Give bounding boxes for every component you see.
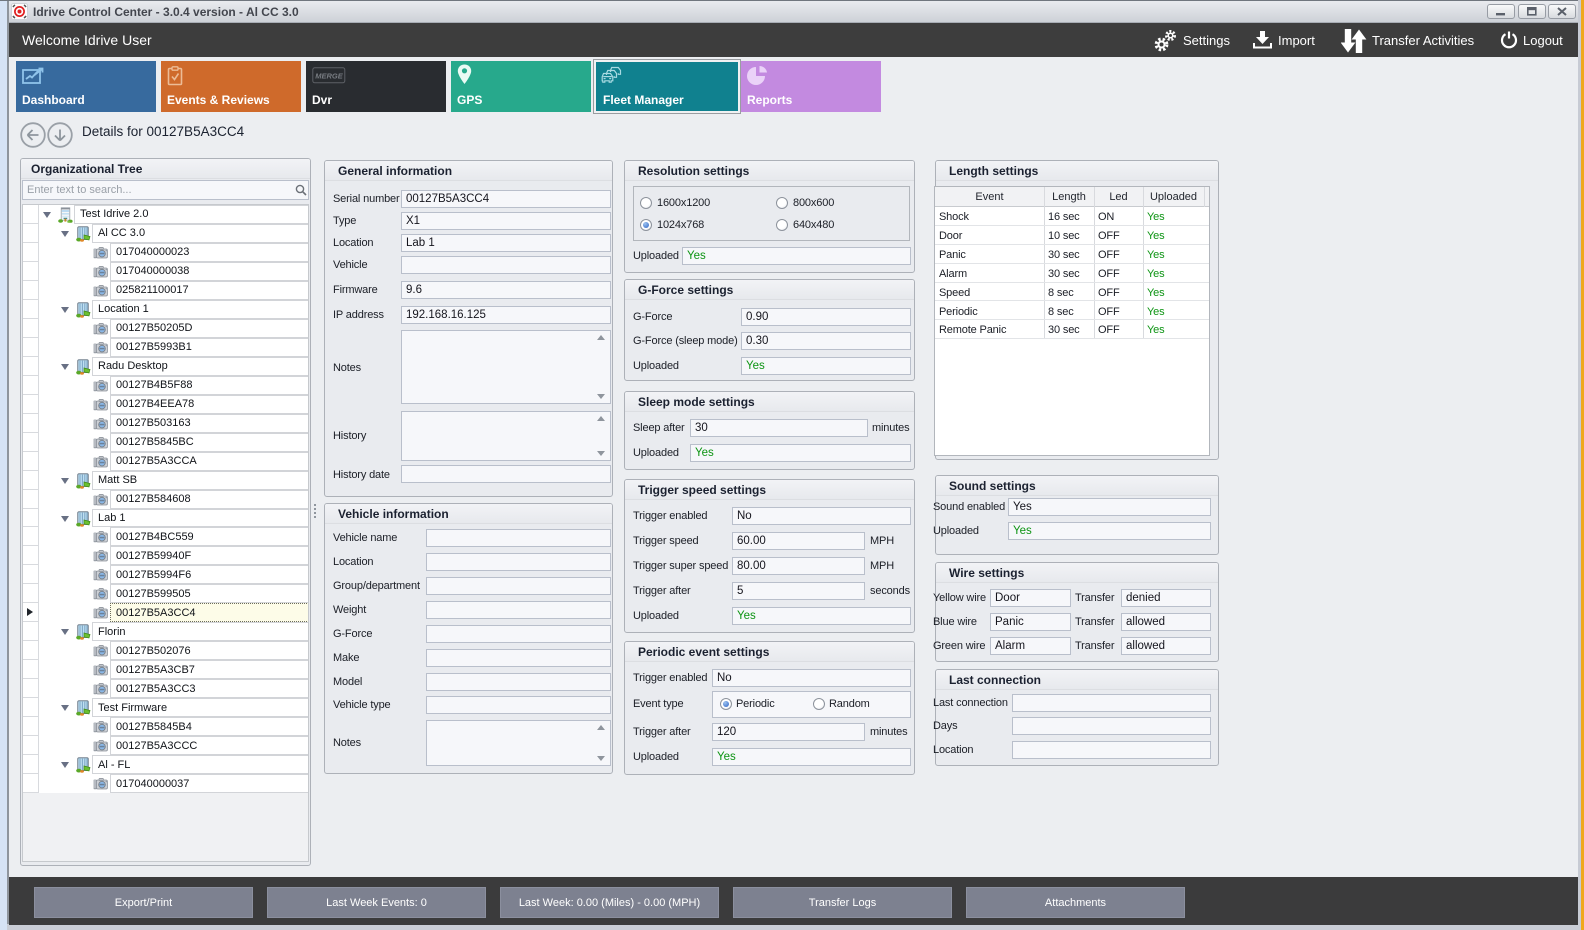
svg-text:MERGE: MERGE <box>315 72 344 81</box>
